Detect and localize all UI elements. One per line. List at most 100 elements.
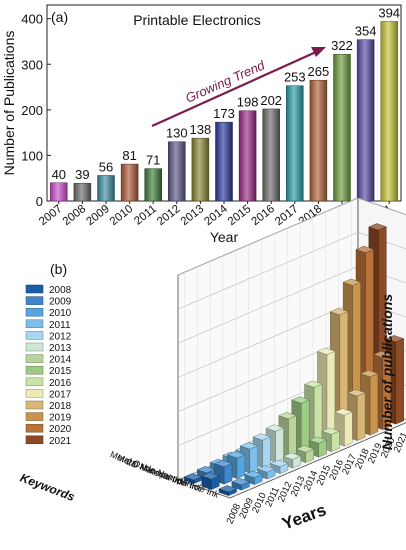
data-label-2021: 394 xyxy=(378,5,400,20)
legend-label-2014: 2014 xyxy=(49,355,72,366)
bar-2021 xyxy=(380,21,398,202)
legend-swatch-2012 xyxy=(25,331,44,340)
panel-b-z-axis-label: Number of publications xyxy=(379,294,395,451)
x-tick-label: 2014 xyxy=(202,203,230,229)
bar3d-3-2008 xyxy=(218,485,238,496)
bar3d-front xyxy=(331,430,340,452)
y-tick-label: 0 xyxy=(36,194,43,209)
bar3d-side xyxy=(184,476,195,484)
legend-label-2009: 2009 xyxy=(49,297,72,308)
bar3d-front xyxy=(249,445,258,474)
legend-swatch-2017 xyxy=(25,389,44,398)
legend-label-2016: 2016 xyxy=(49,378,72,389)
x-tick-label: 2012 xyxy=(155,203,183,228)
panel-b-label: (b) xyxy=(50,261,67,277)
y-tick-label: 100 xyxy=(21,148,43,163)
bar3d-front xyxy=(288,415,297,457)
legend-label-2015: 2015 xyxy=(49,366,72,377)
bar-2020 xyxy=(356,39,375,202)
bar-2014 xyxy=(215,121,233,202)
bar-2010 xyxy=(120,163,139,202)
z-grid-line xyxy=(177,197,406,276)
legend-swatch-2013 xyxy=(25,342,44,352)
legend-label-2018: 2018 xyxy=(49,401,72,412)
legend-label-2008: 2008 xyxy=(49,285,72,296)
x-tick-label: 2013 xyxy=(179,203,207,228)
legend-swatch-2019 xyxy=(25,412,44,421)
data-label-2020: 354 xyxy=(355,24,377,39)
data-label-2015: 198 xyxy=(237,95,259,110)
panel-a-label: (a) xyxy=(51,9,68,25)
bar3d-2-2008 xyxy=(201,472,220,490)
bar-2007 xyxy=(50,182,68,202)
panel-b-y-axis-label: Years xyxy=(280,500,329,533)
bar-2009 xyxy=(97,175,115,202)
bar3d-front xyxy=(326,350,336,441)
bar3d-front xyxy=(395,338,404,425)
legend-swatch-2021 xyxy=(25,435,44,445)
panel-a-title: Printable Electronics xyxy=(133,12,261,28)
bar3d-3-2010 xyxy=(244,470,263,485)
bar-2008 xyxy=(73,182,92,202)
bar-2019 xyxy=(333,53,351,202)
panel-a-y-ticks: 0 100 200 300 400 xyxy=(21,12,51,209)
data-label-2011: 71 xyxy=(146,153,160,168)
y-tick-label: 400 xyxy=(21,12,43,27)
data-label-2013: 138 xyxy=(190,122,212,137)
bar-2015 xyxy=(238,110,257,202)
data-label-2008: 39 xyxy=(75,167,89,182)
panel-b-3d-bar-chart: (b) 020406080100120 20082009201020112012… xyxy=(18,197,406,534)
bar3d-front xyxy=(262,436,271,468)
bar3d-front xyxy=(223,463,233,485)
legend-label-2010: 2010 xyxy=(49,308,72,319)
bar3d-front xyxy=(369,373,379,436)
bar3d-front xyxy=(313,383,323,446)
legend-label-2017: 2017 xyxy=(49,389,72,400)
legend-label-2012: 2012 xyxy=(49,331,72,342)
x-tick-label: 2008 xyxy=(61,203,89,228)
bar3d-front xyxy=(356,392,366,441)
bar-2012 xyxy=(168,141,186,202)
data-label-2017: 253 xyxy=(284,70,306,85)
panel-b-legend: 2008200920102011201220132014201520162017… xyxy=(23,281,95,448)
bar3d-front xyxy=(275,427,284,463)
data-label-2018: 265 xyxy=(308,64,330,79)
bar-2016 xyxy=(262,108,280,202)
panel-b-bars xyxy=(183,223,405,496)
y-tick-label: 200 xyxy=(21,103,43,118)
bar-2011 xyxy=(144,168,162,202)
bar3d-front xyxy=(236,454,246,479)
legend-label-2020: 2020 xyxy=(49,424,72,435)
bar3d-side xyxy=(201,475,212,490)
x-tick-label: 2011 xyxy=(132,203,159,228)
legend-swatch-2009 xyxy=(25,296,44,305)
x-tick-label: 2010 xyxy=(108,203,136,228)
legend-swatch-2010 xyxy=(25,307,44,317)
bar3d-side xyxy=(218,488,229,496)
legend-swatch-2011 xyxy=(25,319,44,329)
x-tick-label: 2015 xyxy=(226,203,254,228)
x-tick-label: 2016 xyxy=(249,203,277,228)
bar-2017 xyxy=(286,85,304,202)
data-label-2016: 202 xyxy=(260,93,282,108)
legend-swatch-2016 xyxy=(25,377,44,387)
trend-arrow-head xyxy=(311,47,326,57)
y-tick-label: 300 xyxy=(21,57,43,72)
panel-a-x-axis-label: Year xyxy=(210,229,239,245)
panel-b-x-axis-label: Keywords xyxy=(18,470,77,504)
legend-swatch-2018 xyxy=(25,400,44,410)
legend-swatch-2008 xyxy=(25,284,44,294)
bar-2018 xyxy=(309,79,328,202)
bar3d-3-2009 xyxy=(231,478,250,491)
bar3d-side xyxy=(231,481,242,491)
legend-swatch-2020 xyxy=(25,423,44,433)
legend-label-2019: 2019 xyxy=(49,413,72,424)
x-tick-label: 2009 xyxy=(84,203,112,228)
data-label-2010: 81 xyxy=(122,148,136,163)
legend-label-2011: 2011 xyxy=(49,320,71,331)
data-label-2012: 130 xyxy=(166,126,188,141)
trend-arrow-line xyxy=(151,50,317,128)
panel-a-y-axis-label: Number of Publications xyxy=(1,31,17,176)
